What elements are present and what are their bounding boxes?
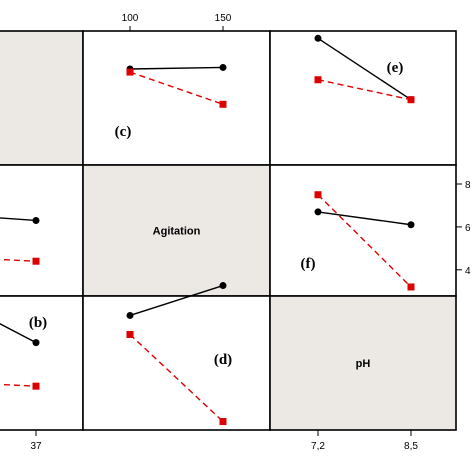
data-point-circle [314, 208, 322, 216]
data-point-square [407, 96, 415, 104]
data-point-circle [314, 34, 322, 42]
series-line-red [0, 383, 37, 387]
plot-panel [82, 30, 271, 166]
series-line-red [129, 71, 224, 105]
panel-label: (c) [115, 124, 132, 140]
data-point-circle [407, 221, 415, 229]
data-point-square [126, 331, 134, 338]
plot-panel [0, 164, 84, 297]
panel-label: (e) [387, 60, 404, 76]
data-point-square [219, 100, 227, 108]
series-line-red [129, 333, 224, 423]
diagonal-panel [269, 295, 457, 431]
data-point-circle [32, 339, 40, 347]
top-tick-label: 100 [122, 13, 139, 24]
bottom-tick-label: 7,2 [311, 441, 325, 452]
series-line-black [0, 323, 37, 344]
plot-panel [269, 164, 457, 297]
right-tick-label: 4 [465, 266, 471, 277]
panel-label: (d) [214, 352, 232, 368]
data-point-square [314, 191, 322, 199]
data-point-square [32, 382, 40, 390]
data-point-square [32, 257, 40, 265]
diagonal-label-agitation: Agitation [153, 226, 201, 238]
data-point-circle [126, 311, 134, 319]
data-point-square [407, 283, 415, 291]
bottom-tick-label: 8,5 [404, 441, 418, 452]
series-line-red [317, 79, 412, 101]
data-point-circle [219, 63, 227, 71]
series-line-black [129, 284, 224, 317]
plot-panel [82, 295, 271, 431]
plot-panel [0, 295, 84, 431]
panel-label: (b) [29, 315, 47, 331]
data-point-square [126, 68, 134, 76]
top-tick-label: 150 [215, 13, 232, 24]
right-tick-label: 8 [465, 180, 471, 191]
data-point-square [314, 76, 322, 84]
panel-label: (f) [301, 256, 316, 272]
diagonal-panel [82, 164, 271, 297]
data-point-square [219, 418, 227, 426]
series-line-black [317, 211, 412, 226]
plot-panel [269, 30, 457, 166]
diagonal-panel [0, 30, 84, 166]
data-point-circle [32, 216, 40, 224]
series-line-black [129, 66, 224, 70]
data-point-circle [219, 282, 227, 290]
bottom-tick-label: 37 [30, 441, 42, 452]
series-line-black [317, 37, 412, 101]
series-line-red [0, 258, 37, 262]
diagonal-label-ph: pH [356, 358, 371, 370]
series-line-red [317, 194, 412, 288]
right-tick-label: 6 [465, 223, 471, 234]
series-line-black [0, 217, 37, 222]
